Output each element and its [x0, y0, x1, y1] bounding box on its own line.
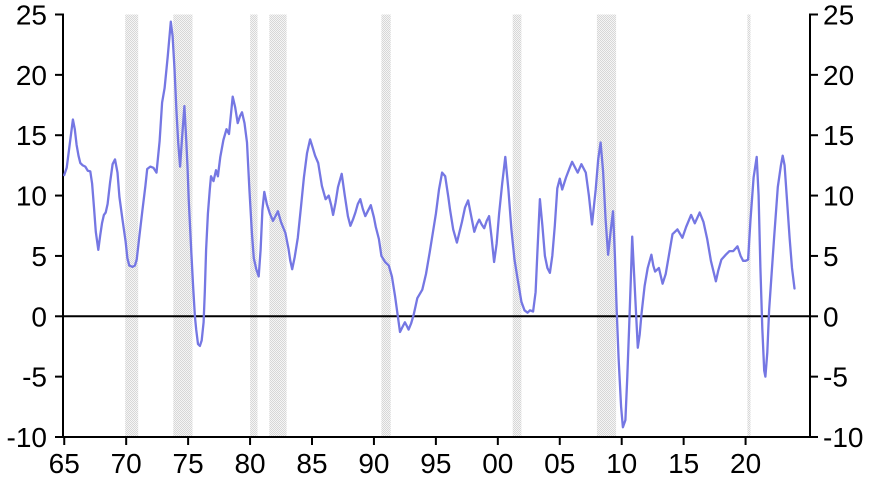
y-tick-label-right: 25: [823, 0, 854, 31]
y-tick-label-right: 15: [823, 120, 854, 151]
y-tick-label-right: -10: [823, 422, 863, 453]
x-tick-label: 75: [173, 448, 204, 479]
x-tick-label: 95: [420, 448, 451, 479]
x-tick-label: 70: [111, 448, 142, 479]
recession-band: [512, 14, 522, 437]
y-tick-label-left: 0: [31, 301, 47, 332]
x-tick-label: 10: [606, 448, 637, 479]
series-line-yoy-growth-line: [63, 20, 796, 429]
x-tick-label: 65: [49, 448, 80, 479]
y-tick-label-right: -5: [823, 362, 848, 393]
recession-band: [125, 14, 139, 437]
x-tick-label: 85: [296, 448, 327, 479]
x-tick-label: 00: [482, 448, 513, 479]
recession-band: [747, 14, 751, 437]
x-tick-label: 80: [234, 448, 265, 479]
y-tick-label-left: -5: [22, 362, 47, 393]
recession-band: [381, 14, 391, 437]
y-tick-label-left: 15: [16, 120, 47, 151]
y-tick-label-left: 20: [16, 60, 47, 91]
y-tick-label-left: -10: [7, 422, 47, 453]
y-tick-label-left: 25: [16, 0, 47, 31]
y-tick-label-right: 0: [823, 301, 839, 332]
y-tick-label-right: 5: [823, 241, 839, 272]
x-tick-label: 90: [358, 448, 389, 479]
recession-band: [250, 14, 258, 437]
y-tick-label-right: 20: [823, 60, 854, 91]
y-tick-label-right: 10: [823, 181, 854, 212]
y-tick-label-left: 5: [31, 241, 47, 272]
x-tick-label: 15: [668, 448, 699, 479]
y-tick-label-left: 10: [16, 181, 47, 212]
x-tick-label: 05: [544, 448, 575, 479]
recession-band: [269, 14, 287, 437]
x-tick-label: 20: [730, 448, 761, 479]
